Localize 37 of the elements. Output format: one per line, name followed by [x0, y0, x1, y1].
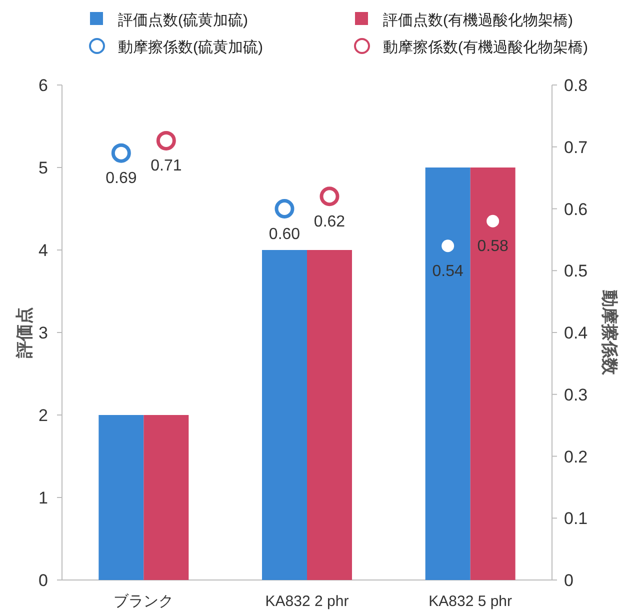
data-label: 0.60: [268, 226, 300, 243]
x-tick-label: ブランク: [114, 593, 174, 610]
x-tick-label: KA832 5 phr: [428, 593, 512, 610]
y2-tick-label: 0.5: [564, 262, 588, 281]
legend-label: 評価点数(有機過酸化物架橋): [383, 12, 573, 29]
bar: [262, 250, 307, 580]
y2-tick-label: 0.2: [564, 447, 588, 466]
y2-tick-label: 0.7: [564, 138, 588, 157]
y2-tick-label: 0.6: [564, 200, 588, 219]
legend-label: 評価点数(硫黄加硫): [118, 12, 248, 29]
bar: [98, 415, 144, 580]
bar: [144, 415, 189, 580]
y2-tick-label: 0.8: [564, 76, 588, 95]
y-tick-label: 5: [38, 158, 48, 178]
data-label: 0.62: [314, 213, 346, 230]
y2-tick-label: 0.1: [564, 509, 588, 528]
bar: [470, 168, 516, 580]
y-tick-label: 3: [38, 324, 48, 342]
y-tick-label: 2: [38, 406, 48, 425]
data-label: 0.54: [432, 262, 464, 280]
y2-tick-label: 0.4: [564, 324, 588, 342]
y2-tick-label: 0: [564, 571, 574, 590]
y-tick-label: 6: [38, 76, 48, 95]
legend-label: 動摩擦係数(硫黄加硫): [118, 39, 263, 56]
data-label: 0.69: [106, 170, 137, 188]
data-label: 0.58: [477, 238, 509, 256]
legend-label: 動摩擦係数(有機過酸化物架橋): [383, 39, 588, 56]
x-tick-label: KA832 2 phr: [265, 593, 349, 610]
bar: [425, 168, 470, 580]
y-tick-label: 4: [38, 241, 48, 260]
bar: [307, 250, 352, 580]
y2-tick-label: 0.3: [564, 385, 588, 404]
y-axis-title: 評価点: [15, 307, 34, 359]
y-tick-label: 0: [38, 571, 48, 590]
data-label: 0.71: [150, 158, 182, 175]
y2-axis-title: 動摩擦係数: [600, 289, 619, 376]
y-tick-label: 1: [38, 488, 48, 508]
